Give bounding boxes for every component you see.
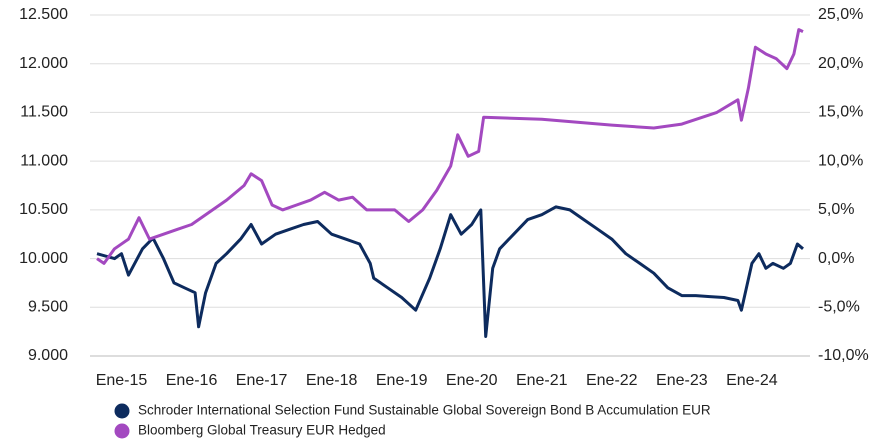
y2-tick-label: -10,0% <box>818 347 869 364</box>
y2-tick-label: 5,0% <box>818 201 854 218</box>
x-tick-label: Ene-16 <box>166 372 218 389</box>
y2-tick-label: 10,0% <box>818 152 863 169</box>
x-tick-label: Ene-22 <box>586 372 638 389</box>
legend-label: Schroder International Selection Fund Su… <box>138 403 711 418</box>
y-tick-label: 11.500 <box>20 104 68 121</box>
x-tick-label: Ene-15 <box>96 372 148 389</box>
x-tick-label: Ene-21 <box>516 372 568 389</box>
y-tick-label: 10.000 <box>19 250 68 267</box>
legend-marker <box>114 423 130 439</box>
y2-tick-label: -5,0% <box>818 299 860 316</box>
y-tick-label: 12.000 <box>19 55 68 72</box>
x-tick-label: Ene-19 <box>376 372 428 389</box>
legend-label: Bloomberg Global Treasury EUR Hedged <box>138 423 386 438</box>
y2-tick-label: 20,0% <box>818 55 863 72</box>
y-tick-label: 12.500 <box>19 6 68 23</box>
x-tick-label: Ene-18 <box>306 372 358 389</box>
y2-tick-label: 25,0% <box>818 6 863 23</box>
series-line <box>96 205 804 338</box>
y-tick-label: 11.000 <box>20 152 68 169</box>
y2-tick-label: 0,0% <box>818 250 854 267</box>
y-tick-label: 9.500 <box>28 299 68 316</box>
series-line <box>96 28 804 265</box>
y2-tick-label: 15,0% <box>818 104 863 121</box>
y-tick-label: 10.500 <box>19 201 68 218</box>
y-tick-label: 9.000 <box>28 347 68 364</box>
x-tick-label: Ene-24 <box>726 372 778 389</box>
x-tick-label: Ene-20 <box>446 372 498 389</box>
legend-marker <box>114 403 130 419</box>
x-tick-label: Ene-17 <box>236 372 288 389</box>
x-tick-label: Ene-23 <box>656 372 708 389</box>
